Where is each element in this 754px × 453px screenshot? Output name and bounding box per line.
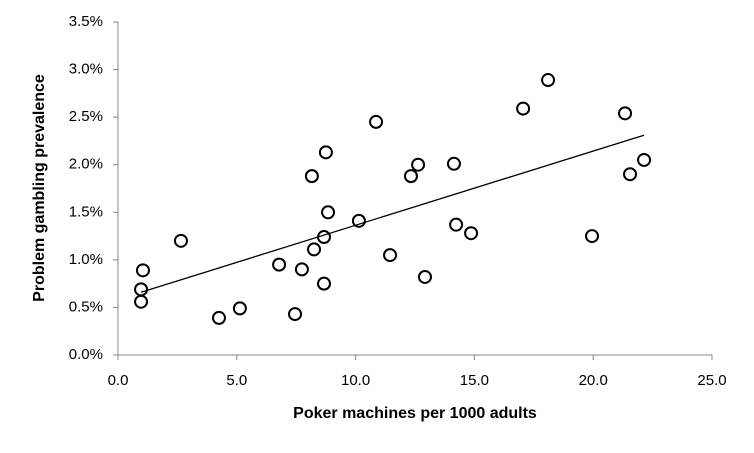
y-tick-label: 3.0%: [69, 61, 103, 78]
y-tick-label: 1.0%: [69, 251, 103, 268]
point: [449, 217, 464, 232]
point: [173, 233, 188, 248]
point: [464, 226, 479, 241]
point: [272, 257, 287, 272]
x-tick-label: 20.0: [579, 372, 608, 389]
point: [321, 205, 336, 220]
point: [618, 106, 633, 121]
point: [541, 73, 556, 88]
x-tick-label: 10.0: [341, 372, 370, 389]
y-axis-title: Problem gambling prevalence: [31, 74, 48, 302]
y-tick-label: 3.5%: [69, 13, 103, 30]
point: [288, 307, 303, 322]
trend-line: [140, 134, 645, 293]
x-tick-label: 5.0: [226, 372, 247, 389]
x-tick-label: 15.0: [460, 372, 489, 389]
point: [294, 262, 309, 277]
point: [403, 169, 418, 184]
point: [637, 152, 652, 167]
x-axis-title: Poker machines per 1000 adults: [293, 405, 537, 422]
point: [516, 101, 531, 116]
point: [135, 263, 150, 278]
point: [351, 213, 366, 228]
y-tick-label: 2.5%: [69, 108, 103, 125]
point: [232, 301, 247, 316]
y-tick-label: 1.5%: [69, 203, 103, 220]
point: [316, 276, 331, 291]
x-tick-label: 0.0: [108, 372, 129, 389]
point: [446, 156, 461, 171]
point: [316, 230, 331, 245]
point: [318, 145, 333, 160]
point: [134, 294, 149, 309]
point: [383, 248, 398, 263]
point: [417, 269, 432, 284]
point: [211, 310, 226, 325]
x-tick-label: 25.0: [697, 372, 726, 389]
point: [623, 167, 638, 182]
y-tick-label: 0.5%: [69, 298, 103, 315]
point: [307, 242, 322, 257]
y-tick-label: 0.0%: [69, 346, 103, 363]
point: [304, 169, 319, 184]
point: [585, 229, 600, 244]
y-tick-label: 2.0%: [69, 156, 103, 173]
point: [411, 157, 426, 172]
point: [369, 114, 384, 129]
